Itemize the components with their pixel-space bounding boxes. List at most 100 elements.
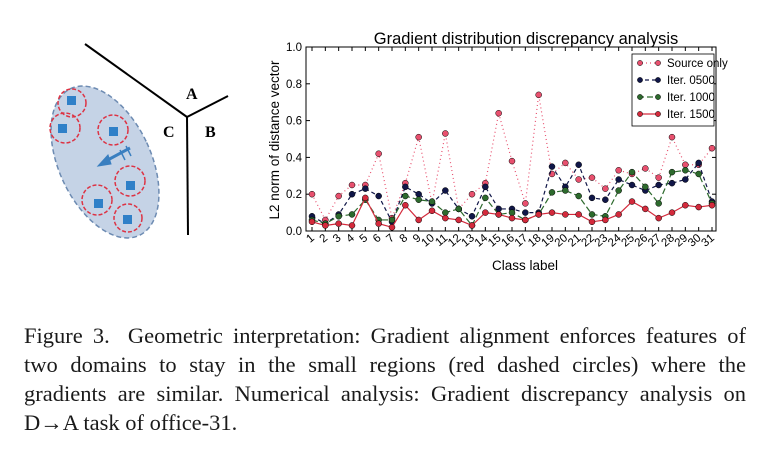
legend: Source only Iter. 0500 Iter. 1000 Iter. 150… xyxy=(631,53,728,127)
data-point xyxy=(455,205,462,213)
y-tick-label: 0.6 xyxy=(286,116,302,128)
gradient-arrow-icon xyxy=(96,145,132,167)
data-point xyxy=(495,211,502,218)
data-point xyxy=(348,181,356,189)
data-point xyxy=(348,222,356,229)
data-point xyxy=(695,170,702,178)
geometric-diagram: A B C xyxy=(49,43,229,239)
data-point xyxy=(442,130,449,137)
data-point xyxy=(522,200,529,207)
data-point xyxy=(588,174,596,181)
data-point xyxy=(402,192,409,200)
data-point xyxy=(455,216,462,224)
region-label-b: B xyxy=(205,124,216,141)
data-point xyxy=(375,150,382,157)
legend-marker xyxy=(655,94,661,100)
x-tick-label: 7 xyxy=(384,232,397,245)
legend-label: Source only xyxy=(667,58,728,70)
x-tick-label: 6 xyxy=(371,232,384,245)
data-point xyxy=(642,165,649,172)
boundary-line-right xyxy=(186,95,229,118)
data-point xyxy=(468,190,476,198)
data-point xyxy=(375,220,382,227)
region-circle xyxy=(49,112,81,144)
data-point xyxy=(388,216,396,224)
data-point xyxy=(695,159,702,167)
y-tick-label: 0.4 xyxy=(286,152,303,164)
caption-figure-label: Figure 3. xyxy=(24,323,110,348)
data-point xyxy=(402,201,409,209)
data-point xyxy=(335,213,342,220)
data-point xyxy=(522,216,529,224)
region-circle xyxy=(113,203,143,233)
data-point xyxy=(615,211,622,218)
x-tick-label: 3 xyxy=(331,232,344,245)
data-point xyxy=(615,167,622,174)
y-tick-label: 1.0 xyxy=(286,42,302,54)
legend-label: Iter. 0500 xyxy=(667,75,715,87)
data-point xyxy=(428,207,436,215)
data-point xyxy=(655,181,662,189)
data-point xyxy=(588,218,596,226)
data-point xyxy=(602,216,609,224)
x-tick-label: 4 xyxy=(344,232,357,246)
data-point xyxy=(668,209,676,216)
data-point xyxy=(695,203,702,211)
caption-text: Geometric interpretation: Gradient align… xyxy=(24,323,746,435)
data-point xyxy=(588,194,596,202)
legend-marker xyxy=(637,77,643,83)
x-tick-label: 31 xyxy=(699,232,717,249)
data-point xyxy=(335,192,342,200)
x-tick-label: 11 xyxy=(433,232,450,249)
data-point xyxy=(628,168,636,176)
data-point xyxy=(548,163,556,170)
data-point xyxy=(575,161,582,169)
data-point xyxy=(322,222,329,229)
series-iter-1500 xyxy=(308,194,716,231)
data-point xyxy=(308,218,316,226)
region-circle xyxy=(57,88,87,118)
data-point xyxy=(588,211,596,218)
data-point xyxy=(535,211,542,218)
data-point xyxy=(375,192,382,200)
data-point xyxy=(335,220,342,227)
data-point xyxy=(415,216,422,224)
data-point xyxy=(682,176,689,183)
data-point xyxy=(602,196,609,203)
data-point xyxy=(468,222,476,229)
data-point xyxy=(508,209,516,216)
data-point xyxy=(575,176,582,183)
data-point xyxy=(415,133,422,141)
data-point xyxy=(668,133,676,141)
data-point xyxy=(655,174,662,181)
data-point xyxy=(468,213,476,220)
data-point xyxy=(482,183,489,191)
boundary-line-top xyxy=(84,43,188,118)
data-point xyxy=(628,181,636,189)
legend-marker xyxy=(637,60,643,66)
figure-caption: Figure 3. Geometric interpretation: Grad… xyxy=(24,321,746,437)
data-point xyxy=(388,224,396,231)
legend-label: Iter. 1500 xyxy=(667,109,715,121)
data-point xyxy=(562,187,569,194)
data-point xyxy=(348,190,356,198)
region-label-a: A xyxy=(186,86,198,103)
data-point xyxy=(655,200,662,207)
data-point xyxy=(708,144,716,152)
chart-title: Gradient distribution discrepancy analys… xyxy=(374,30,679,48)
data-point xyxy=(615,187,622,194)
data-point xyxy=(348,211,356,218)
data-point xyxy=(682,201,689,209)
legend-marker xyxy=(637,94,643,100)
data-point xyxy=(655,214,662,222)
data-point xyxy=(402,183,409,191)
data-point xyxy=(415,196,422,203)
data-point xyxy=(548,189,556,196)
data-point xyxy=(428,198,436,205)
y-tick-label: 0.8 xyxy=(286,79,302,91)
data-point xyxy=(615,176,622,183)
boundary-line-bottom xyxy=(186,116,189,236)
x-tick-label: 5 xyxy=(358,232,371,245)
data-point xyxy=(308,190,316,198)
y-axis-label: L2 norm of distance vector xyxy=(267,60,282,220)
